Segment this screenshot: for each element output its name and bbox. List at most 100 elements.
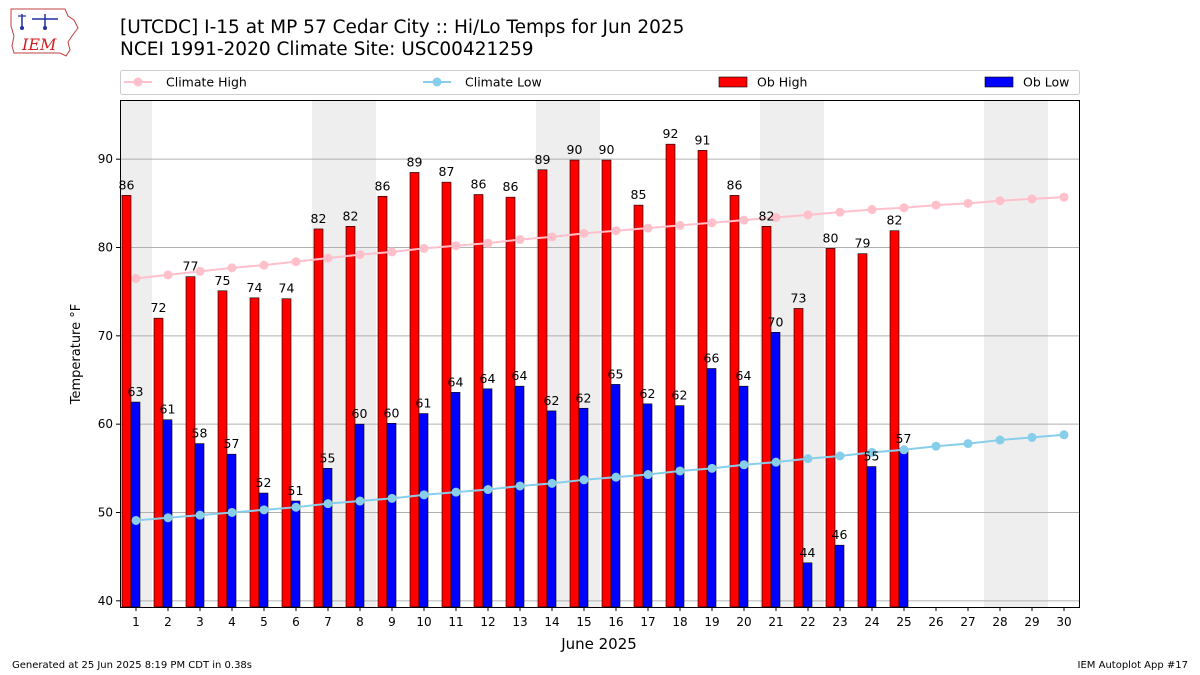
ob-high-bar [697, 150, 708, 608]
ob-low-bar-label: 60 [384, 405, 400, 420]
ob-high-bar-label: 91 [695, 132, 711, 147]
ob-high-bar-label: 74 [247, 280, 263, 295]
climate-low-point [579, 475, 589, 485]
climate-low-point [899, 445, 909, 455]
climate-high-point [867, 205, 877, 215]
x-tick-label: 30 [1056, 615, 1071, 629]
ob-low-bar-label: 52 [256, 475, 272, 490]
ob-low-bar-label: 66 [704, 351, 720, 366]
x-tick-label: 4 [228, 615, 236, 629]
ob-low-bar-label: 62 [576, 390, 592, 405]
chart-subtitle: NCEI 1991-2020 Climate Site: USC00421259 [120, 39, 534, 60]
legend-ob-high-swatch [718, 76, 748, 88]
ob-low-bar-label: 55 [320, 450, 336, 465]
climate-low-line [135, 433, 1065, 522]
y-tick-label: 50 [98, 505, 113, 519]
x-tick-label: 25 [896, 615, 911, 629]
x-tick-label: 5 [260, 615, 268, 629]
ob-low-bar-label: 51 [288, 483, 304, 498]
ob-low-bar [610, 384, 621, 608]
climate-low-point [323, 499, 333, 509]
ob-low-bar [802, 562, 813, 608]
ob-low-bar-label: 62 [672, 388, 688, 403]
climate-high-point [419, 243, 429, 253]
climate-low-point [963, 439, 973, 449]
climate-high-point [195, 266, 205, 276]
climate-low-point [995, 435, 1005, 445]
ob-low-bar [290, 500, 301, 608]
ob-low-bar-label: 55 [864, 449, 880, 464]
ob-high-bar-label: 85 [631, 187, 647, 202]
climate-high-point [739, 215, 749, 225]
ob-low-bar [674, 405, 685, 608]
x-tick-label: 24 [864, 615, 879, 629]
ob-high-bar [601, 159, 612, 608]
ob-high-bar-label: 86 [727, 177, 743, 192]
ob-high-bar-label: 89 [535, 152, 551, 167]
climate-low-point [835, 451, 845, 461]
x-axis: 1 2 3 4 5 6 7 8 9 10 11 12 13 14 15 16 17 18 19 20 21 22 23 24 2… [132, 607, 1072, 629]
ob-high-bar [761, 226, 772, 608]
y-tick-label: 40 [98, 594, 113, 608]
x-tick-label: 15 [576, 615, 591, 629]
x-tick-label: 8 [356, 615, 364, 629]
ob-high-bar-label: 80 [823, 230, 839, 245]
climate-high-point [803, 210, 813, 220]
gridlines [120, 158, 1080, 602]
climate-high-point [163, 270, 173, 280]
x-tick-label: 26 [928, 615, 943, 629]
climate-low-point [547, 478, 557, 488]
x-tick-label: 1 [132, 615, 140, 629]
climate-low-point [355, 496, 365, 506]
x-tick-label: 3 [196, 615, 204, 629]
ob-high-bar-label: 82 [311, 211, 327, 226]
ob-low-bar-label: 61 [416, 396, 432, 411]
ob-low-bar [578, 407, 589, 608]
ob-high-bar [665, 143, 676, 608]
ob-low-bar-label: 61 [160, 402, 176, 417]
ob-low-bar [642, 403, 653, 608]
climate-high-point [387, 247, 397, 257]
ob-high-bar [249, 297, 260, 608]
ob-low-bar [322, 468, 333, 608]
x-tick-label: 10 [416, 615, 431, 629]
climate-lines-layer [131, 192, 1069, 525]
x-tick-label: 22 [800, 615, 815, 629]
ob-low-bar [226, 453, 237, 608]
ob-low-bar [450, 392, 461, 608]
ob-high-bar [729, 195, 740, 608]
x-tick-label: 6 [292, 615, 300, 629]
climate-low-point [643, 470, 653, 480]
ob-low-bar-label: 64 [512, 368, 528, 383]
ob-high-bar-label: 73 [791, 290, 807, 305]
ob-low-bar-label: 46 [832, 527, 848, 542]
climate-high-point [707, 218, 717, 228]
ob-high-bar [377, 195, 388, 608]
climate-low-point [387, 493, 397, 503]
y-tick-label: 60 [98, 417, 113, 431]
ob-low-bar [130, 401, 141, 608]
climate-high-line [135, 196, 1065, 280]
ob-high-bar [121, 195, 132, 608]
app-label: IEM Autoplot App #17 [1077, 660, 1188, 671]
ob-high-bar [633, 204, 644, 608]
ob-low-bar [386, 422, 397, 608]
ob-low-bar-label: 60 [352, 406, 368, 421]
ob-high-bar-label: 89 [407, 154, 423, 169]
legend-climate-low-label: Climate Low [465, 75, 542, 90]
ob-low-bar [770, 332, 781, 608]
climate-low-point [483, 485, 493, 495]
x-tick-label: 9 [388, 615, 396, 629]
weekend-band [984, 100, 1016, 607]
climate-low-point [195, 510, 205, 520]
climate-high-point [579, 228, 589, 238]
climate-low-point [771, 457, 781, 467]
ob-low-bar-label: 62 [544, 393, 560, 408]
climate-low-point [867, 447, 877, 457]
ob-high-bar [793, 308, 804, 608]
ob-high-bar [505, 196, 516, 608]
ob-high-bar [281, 298, 292, 608]
climate-low-point [611, 472, 621, 482]
chart-title-block: [UTCDC] I-15 at MP 57 Cedar City :: Hi/L… [120, 17, 684, 61]
ob-high-bar [825, 248, 836, 608]
